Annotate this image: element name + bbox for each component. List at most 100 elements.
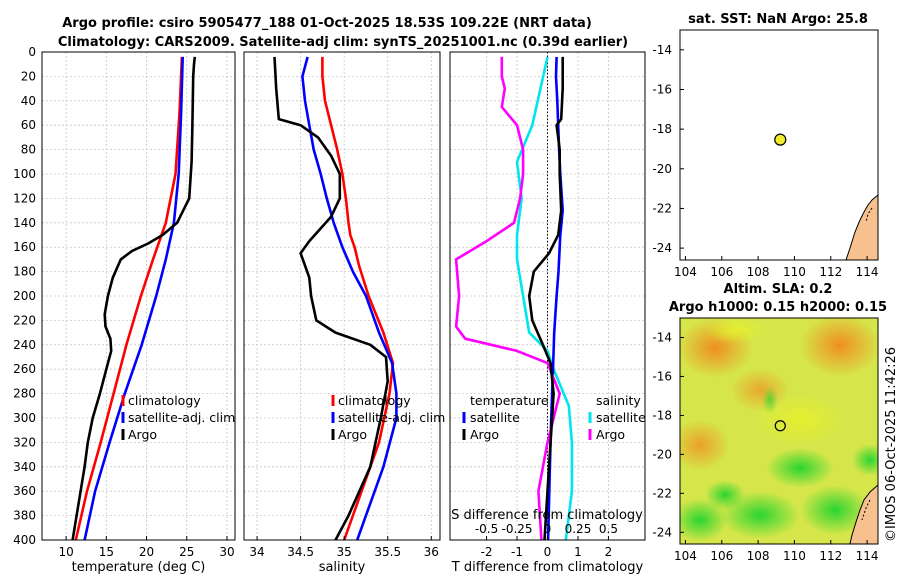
- s-tick-label: 0.25: [565, 522, 592, 536]
- s-tick-label: -0.5: [475, 522, 498, 536]
- map-x-tick-label: 114: [856, 265, 879, 279]
- y-tick-label: 140: [13, 216, 36, 230]
- map-x-tick-label: 110: [783, 549, 806, 563]
- series-line-argo: [71, 56, 197, 541]
- x-tick-label: 35.5: [374, 545, 401, 559]
- y-tick-label: 260: [13, 362, 36, 376]
- x-tick-label: 10: [58, 545, 73, 559]
- s-tick-label: 0.5: [599, 522, 618, 536]
- map-y-tick-label: -24: [652, 241, 672, 255]
- y-tick-label: 120: [13, 191, 36, 205]
- y-tick-label: 0: [28, 45, 36, 59]
- legend-entry: Argo: [596, 427, 625, 442]
- copyright-label: ©IMOS 06-Oct-2025 11:42:26: [884, 347, 899, 542]
- x-tick-label: 0: [544, 545, 552, 559]
- y-tick-label: 300: [13, 411, 36, 425]
- legend-entry: temperature: [470, 393, 549, 408]
- x-tick-label: 20: [139, 545, 154, 559]
- x-tick-label: 25: [179, 545, 194, 559]
- y-tick-label: 160: [13, 240, 36, 254]
- s-tick-label: 0: [544, 522, 552, 536]
- sla-map-panel: Altim. SLA: 0.2 Argo h1000: 0.15 h2000: …: [652, 282, 887, 563]
- map-x-tick-label: 108: [747, 549, 770, 563]
- y-tick-label: 100: [13, 167, 36, 181]
- series-line-argo: [273, 56, 390, 541]
- map-x-tick-label: 112: [819, 265, 842, 279]
- s-tick-label: -0.25: [502, 522, 533, 536]
- figure-title-line2: Climatology: CARS2009. Satellite-adj cli…: [58, 35, 628, 50]
- y-tick-label: 20: [21, 69, 36, 83]
- sla-map-title-line2: Argo h1000: 0.15 h2000: 0.15: [669, 300, 887, 315]
- y-tick-label: 400: [13, 533, 36, 547]
- map-y-tick-label: -20: [652, 447, 672, 461]
- legend-entry: satellite-adj. clim: [338, 410, 445, 425]
- map-x-tick-label: 112: [819, 549, 842, 563]
- temperature-panel: 10 15 20 25 30 temperature (deg C) 0 20 40 60 80 10…: [13, 45, 236, 575]
- x-tick-label: 34: [249, 545, 264, 559]
- map-x-tick-label: 114: [856, 549, 879, 563]
- y-tick-label: 60: [21, 118, 36, 132]
- s-axis-label: S difference from climatology: [451, 508, 643, 523]
- sst-map-title: sat. SST: NaN Argo: 25.8: [688, 12, 868, 27]
- legend-entry: satellite: [470, 410, 520, 425]
- sla-map-title-line1: Altim. SLA: 0.2: [724, 282, 833, 297]
- x-tick-label: -1: [511, 545, 523, 559]
- x-tick-label: 35: [337, 545, 352, 559]
- y-tick-label: 240: [13, 338, 36, 352]
- y-tick-label: 340: [13, 460, 36, 474]
- y-tick-label: 280: [13, 387, 36, 401]
- salinity-panel: 34 34.5 35 35.5 36 salinity climatology satelli…: [243, 51, 445, 575]
- series-line-s-satellite: [546, 56, 565, 541]
- sla-heatmap: [680, 318, 878, 544]
- difference-panel: -2 -1 0 1 2T difference from climatology S di…: [449, 51, 646, 575]
- map-x-tick-label: 108: [747, 265, 770, 279]
- x-tick-label: 1: [574, 545, 582, 559]
- y-tick-label: 360: [13, 484, 36, 498]
- series-line-climatology: [74, 56, 184, 541]
- map-frame: [679, 29, 879, 261]
- x-axis-label: temperature (deg C): [72, 560, 206, 575]
- map-y-tick-label: -22: [652, 486, 672, 500]
- y-tick-label: 380: [13, 509, 36, 523]
- legend-entry: Argo: [128, 427, 157, 442]
- y-tick-label: 220: [13, 313, 36, 327]
- sst-argo-location-marker: [774, 133, 787, 146]
- series-line-climatology: [321, 56, 395, 541]
- sst-map-axes: 104 106 108 110 112 114 -14 -16 -18 -20 -22 -24: [652, 29, 879, 279]
- map-frame: [679, 317, 879, 545]
- map-x-tick-label: 106: [710, 549, 733, 563]
- series-line-t-satellite: [515, 56, 574, 541]
- x-tick-label: 30: [219, 545, 234, 559]
- series-line-satellite-adj-clim: [83, 56, 184, 541]
- sla-argo-location-marker: [774, 420, 786, 432]
- map-y-tick-label: -16: [652, 82, 672, 96]
- sla-map-axes: 104 106 108 110 112 114 -14 -16 -18 -20 -22 -24: [652, 317, 879, 563]
- map-y-tick-label: -22: [652, 201, 672, 215]
- x-tick-label: 36: [424, 545, 439, 559]
- sst-map-land: [845, 194, 878, 260]
- legend-entry: satellite-adj. clim: [128, 410, 235, 425]
- legend-entry: salinity: [596, 393, 641, 408]
- y-tick-label: 200: [13, 289, 36, 303]
- x-axis-label: salinity: [319, 560, 366, 575]
- map-y-tick-label: -20: [652, 162, 672, 176]
- legend-entry: climatology: [128, 393, 201, 408]
- plot-frame: [41, 51, 236, 541]
- map-x-tick-label: 110: [783, 265, 806, 279]
- x-tick-label: 2: [605, 545, 613, 559]
- series-line-satellite-adj-clim: [301, 56, 398, 541]
- map-x-tick-label: 104: [674, 265, 697, 279]
- map-y-tick-label: -18: [652, 122, 672, 136]
- map-y-tick-label: -16: [652, 369, 672, 383]
- map-x-tick-label: 104: [674, 549, 697, 563]
- x-axis-label: T difference from climatology: [451, 560, 644, 575]
- x-tick-label: 34.5: [287, 545, 314, 559]
- series-line-t-argo: [454, 56, 562, 541]
- sst-map-panel: sat. SST: NaN Argo: 25.8 104 106 108 110 112…: [652, 12, 878, 279]
- map-x-tick-label: 106: [710, 265, 733, 279]
- x-tick-label: -2: [481, 545, 493, 559]
- sla-map-land: [849, 484, 878, 544]
- y-tick-label: 180: [13, 265, 36, 279]
- legend-entry: Argo: [338, 427, 367, 442]
- series-line-s-argo: [527, 56, 565, 541]
